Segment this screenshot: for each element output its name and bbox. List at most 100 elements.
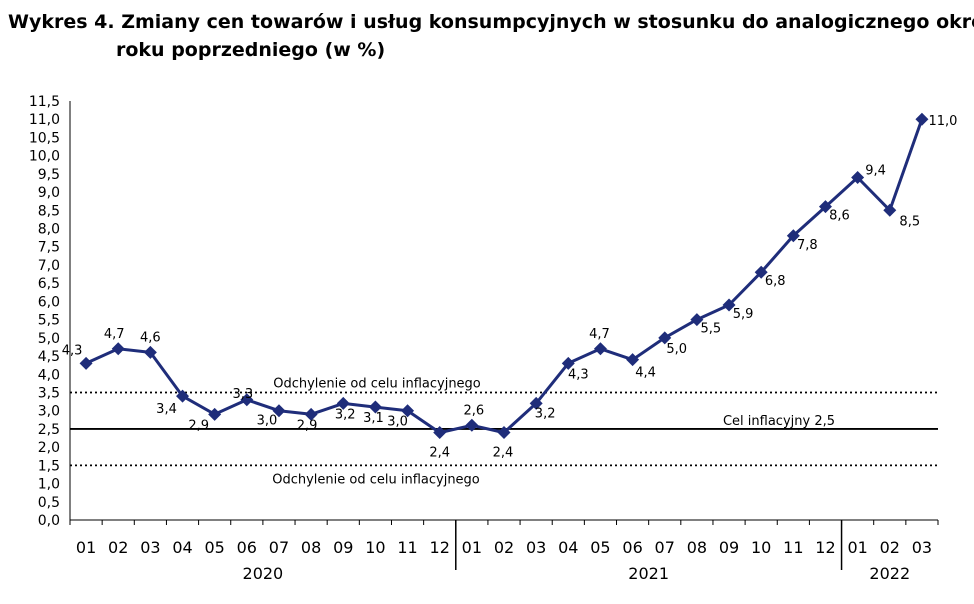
data-point-marker <box>143 345 157 359</box>
chart-title-line-2: roku poprzedniego (w %) <box>116 39 386 61</box>
data-point-marker <box>786 229 800 243</box>
x-tick-label: 05 <box>204 538 224 557</box>
y-tick-label: 2,5 <box>38 422 60 438</box>
data-point-marker <box>722 298 736 312</box>
y-tick-label: 3,0 <box>38 404 60 420</box>
data-point-marker <box>272 404 286 418</box>
data-label: 3,4 <box>156 402 177 417</box>
y-tick-label: 7,0 <box>38 258 60 274</box>
data-point-marker <box>818 200 832 214</box>
x-tick-label: 03 <box>912 538 932 557</box>
year-label: 2022 <box>869 564 910 583</box>
x-tick-label: 08 <box>301 538 321 557</box>
data-point-marker <box>593 342 607 356</box>
x-tick-label: 01 <box>462 538 482 557</box>
y-tick-label: 1,0 <box>38 477 60 493</box>
data-label: 6,8 <box>765 274 786 289</box>
data-label: 3,0 <box>387 415 408 430</box>
y-tick-label: 3,5 <box>38 385 60 401</box>
data-point-marker <box>79 356 93 370</box>
x-tick-label: 11 <box>783 538 803 557</box>
chart-title-line-1: Wykres 4. Zmiany cen towarów i usług kon… <box>8 11 974 33</box>
data-point-marker <box>208 407 222 421</box>
y-tick-label: 8,5 <box>38 203 60 219</box>
y-tick-label: 10,0 <box>29 149 60 165</box>
y-tick-label: 5,0 <box>38 331 60 347</box>
y-tick-label: 7,5 <box>38 240 60 256</box>
data-label: 3,0 <box>257 414 278 429</box>
data-label: 4,4 <box>635 366 656 381</box>
x-tick-label: 08 <box>687 538 707 557</box>
data-label: 4,6 <box>140 330 161 345</box>
year-label: 2020 <box>243 564 284 583</box>
y-tick-label: 11,5 <box>29 94 60 110</box>
y-tick-label: 0,5 <box>38 495 60 511</box>
data-point-marker <box>433 426 447 440</box>
data-label: 9,4 <box>865 164 886 179</box>
data-label: 2,4 <box>429 446 450 461</box>
data-label: 8,6 <box>829 209 850 224</box>
data-label: 7,8 <box>797 238 818 253</box>
x-tick-label: 07 <box>655 538 675 557</box>
x-tick-label: 10 <box>365 538 385 557</box>
series-line <box>85 118 924 435</box>
data-point-marker <box>111 342 125 356</box>
data-label: 11,0 <box>928 114 957 129</box>
y-tick-label: 6,0 <box>38 294 60 310</box>
x-tick-label: 02 <box>494 538 514 557</box>
y-tick-label: 6,5 <box>38 276 60 292</box>
y-tick-label: 0,0 <box>38 513 60 529</box>
data-point-marker <box>401 404 415 418</box>
data-label: 4,7 <box>104 327 125 342</box>
y-tick-label: 4,0 <box>38 367 60 383</box>
reference-line-label: Odchylenie od celu inflacyjnego <box>273 376 481 391</box>
data-label: 5,0 <box>666 342 687 357</box>
data-point-marker <box>883 203 897 217</box>
x-tick-label: 12 <box>430 538 450 557</box>
y-tick-label: 4,5 <box>38 349 60 365</box>
x-tick-label: 09 <box>333 538 353 557</box>
x-tick-label: 10 <box>751 538 771 557</box>
data-label: 2,6 <box>464 403 485 418</box>
data-point-marker <box>561 356 575 370</box>
chart-title: Wykres 4. Zmiany cen towarów i usług kon… <box>8 8 974 64</box>
x-tick-label: 03 <box>526 538 546 557</box>
data-label: 5,5 <box>701 322 722 337</box>
data-label: 4,7 <box>589 327 610 342</box>
data-point-marker <box>658 331 672 345</box>
data-point-marker <box>754 265 768 279</box>
x-tick-label: 04 <box>558 538 578 557</box>
data-point-marker <box>497 426 511 440</box>
data-label: 3,2 <box>335 407 356 422</box>
y-tick-label: 9,5 <box>38 167 60 183</box>
data-label: 5,9 <box>733 307 754 322</box>
y-tick-label: 8,0 <box>38 222 60 238</box>
y-tick-label: 9,0 <box>38 185 60 201</box>
data-point-marker <box>176 389 190 403</box>
data-point-marker <box>915 112 929 126</box>
y-tick-label: 10,5 <box>29 130 60 146</box>
data-point-marker <box>690 313 704 327</box>
x-tick-label: 07 <box>269 538 289 557</box>
data-label: 2,9 <box>297 418 318 433</box>
x-tick-label: 01 <box>76 538 96 557</box>
data-point-marker <box>529 396 543 410</box>
data-label: 4,3 <box>62 343 83 358</box>
data-label: 8,5 <box>899 214 920 229</box>
data-point-marker <box>851 171 865 185</box>
data-point-marker <box>626 353 640 367</box>
x-tick-label: 06 <box>237 538 257 557</box>
y-tick-label: 11,0 <box>29 112 60 128</box>
x-tick-label: 04 <box>172 538 192 557</box>
y-tick-label: 1,5 <box>38 458 60 474</box>
y-tick-label: 2,0 <box>38 440 60 456</box>
data-point-marker <box>336 396 350 410</box>
x-tick-label: 02 <box>880 538 900 557</box>
data-label: 3,1 <box>363 411 384 426</box>
data-label: 2,9 <box>188 418 209 433</box>
x-tick-label: 03 <box>140 538 160 557</box>
x-tick-label: 11 <box>397 538 417 557</box>
y-tick-label: 5,5 <box>38 313 60 329</box>
x-tick-label: 09 <box>719 538 739 557</box>
